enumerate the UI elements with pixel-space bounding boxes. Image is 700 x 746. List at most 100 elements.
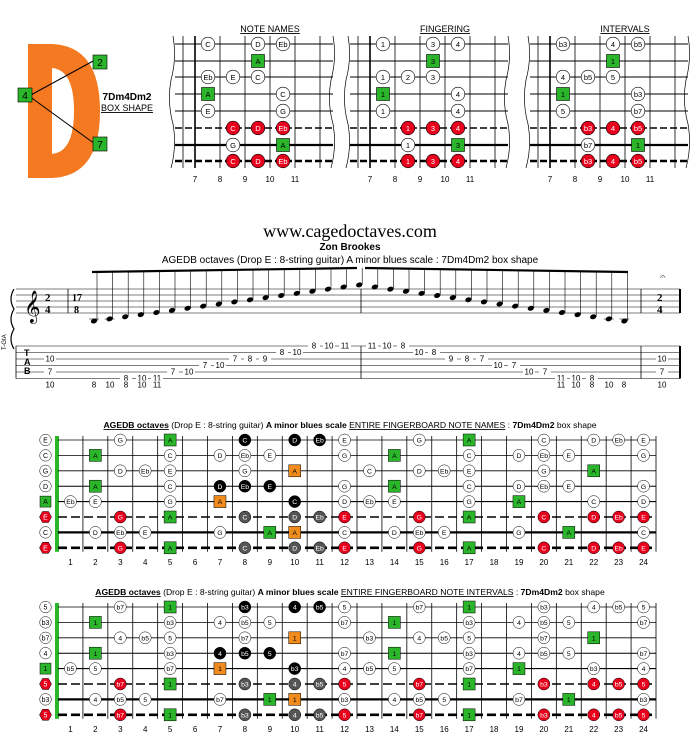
root-marker [587,464,600,478]
title-part: box shape [557,420,597,430]
box-fret-number: 9 [243,175,248,184]
note-label: 4 [218,651,222,658]
box-fret-number: 9 [598,175,603,184]
box-note-label: b5 [634,124,642,133]
note-label: E [467,468,472,475]
fingerboard-intervals: AGEDB octaves (Drop E : 8-string guitar)… [39,587,657,734]
note-head [371,284,378,290]
note-marker [163,495,177,508]
note-marker [512,646,526,660]
tab-number-bg [44,354,56,363]
tab-number-bg [397,341,409,350]
note-label: b3 [465,651,473,658]
note-label: b3 [291,666,299,673]
staff-brace [10,288,15,350]
note-label: Eb [315,515,324,522]
note-label: D [292,438,297,445]
note-marker [537,708,551,722]
note-marker [413,510,426,524]
note-label: E [268,484,273,491]
tab-number: 8 [124,381,129,390]
note-head [122,314,129,320]
tab-number-bg [508,361,520,369]
tab-number-bg [339,341,351,350]
note-label: b5 [117,697,125,704]
note-marker [637,479,650,493]
box-note-label: 4 [611,157,615,166]
box-fret-number: 10 [441,175,450,184]
box-note-marker [375,36,391,52]
tab-number-bg [229,354,241,363]
note-marker [114,464,127,478]
box-note-marker [225,69,241,85]
box-note-label: 3 [431,157,435,166]
note-marker [114,600,127,614]
note-marker [89,693,102,706]
note-label: 4 [293,682,297,689]
note-label: b7 [640,620,648,627]
note-label: E [641,438,646,445]
note-label: b7 [166,666,174,673]
root-marker [388,479,401,493]
note-marker [263,449,277,462]
note-marker [363,495,376,508]
note-marker [163,449,177,462]
box-root-marker [276,138,290,152]
box-note-label: 3 [456,141,460,150]
tab-letter: A [24,357,31,367]
box-fret-number: 9 [418,175,423,184]
note-label: 5 [143,697,147,704]
note-label: b5 [316,605,324,612]
note-label: 5 [642,605,646,612]
note-marker [338,433,351,447]
note-marker [288,662,301,675]
note-marker [512,526,526,539]
note-head [340,284,347,290]
note-label: G [217,530,222,537]
box-note-label: C [230,124,236,133]
note-label: 1 [93,620,97,627]
root-marker [587,631,600,645]
tab-number: 10 [494,361,503,370]
note-label: 5 [343,605,347,612]
note-marker [163,464,177,478]
note-head [278,292,285,299]
note-label: E [268,453,273,460]
tab-number-bg [104,380,116,389]
note-label: A [168,438,173,445]
root-marker [263,526,277,539]
box-root-highlight [288,464,301,478]
open-note-marker [39,600,52,614]
note-label: Eb [440,468,449,475]
site-url: www.cagedoctaves.com [263,221,437,241]
note-marker [138,693,152,706]
note-label: C [467,484,472,491]
tab-number: 10 [46,381,55,390]
tab-number-bg [492,361,504,369]
tab-number: 7 [660,368,665,377]
note-marker [238,677,252,691]
note-label: D [217,484,222,491]
root-marker [163,600,177,614]
title-part: : [513,587,520,597]
root-marker [462,600,476,614]
note-marker [213,646,227,660]
note-marker [612,677,625,691]
open-note-label: C [43,453,48,460]
tab-number: 10 [185,368,194,377]
box-note-label: G [230,141,236,150]
open-note-marker [39,647,52,660]
box-root-highlight [288,693,301,706]
open-note-label: C [43,530,48,537]
box-note-marker [225,120,241,136]
note-marker [388,495,401,508]
title-part: (Drop E : 8-string guitar) [171,420,263,430]
fret-number: 7 [218,558,223,567]
fret-number: 2 [93,725,98,734]
tab-number: 11 [368,342,377,351]
note-label: D [591,545,596,552]
note-marker [537,449,551,462]
note-head [324,286,332,292]
note-marker [263,646,277,660]
